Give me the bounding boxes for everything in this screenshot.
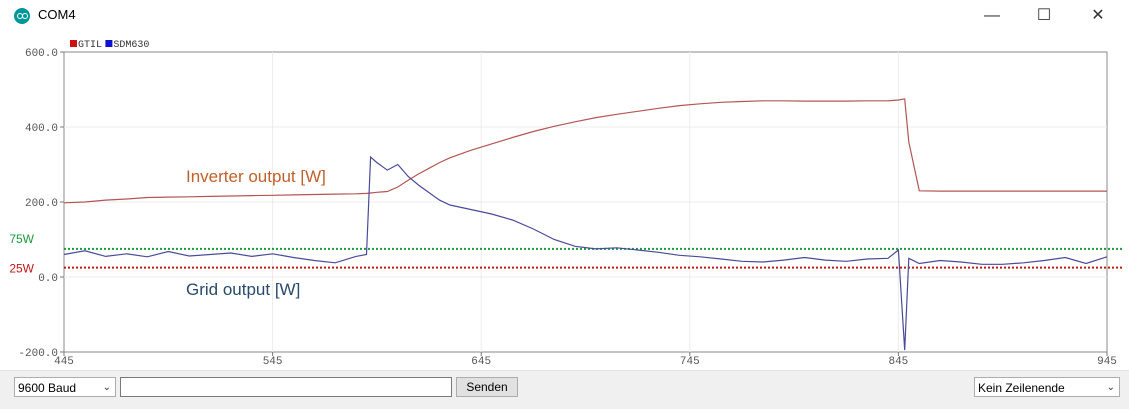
legend-label: GTIL bbox=[78, 40, 102, 51]
series-line-gtil bbox=[63, 98, 1107, 204]
x-tick-label: 745 bbox=[680, 356, 700, 368]
y-tick-label: 600.0 bbox=[25, 48, 58, 60]
x-tick-label: 845 bbox=[888, 356, 908, 368]
chevron-down-icon: ⌄ bbox=[102, 382, 111, 393]
y-tick-label: 400.0 bbox=[25, 123, 58, 135]
chevron-down-icon: ⌄ bbox=[1106, 382, 1115, 393]
title-bar: COM4 — ☐ ✕ bbox=[0, 0, 1129, 32]
y-tick-label: 0.0 bbox=[38, 273, 58, 285]
send-button[interactable]: Senden bbox=[456, 377, 518, 397]
baud-value: 9600 Baud bbox=[18, 381, 77, 395]
legend-swatch bbox=[105, 40, 113, 47]
line-ending-select[interactable]: Kein Zeilenende ⌄ bbox=[974, 377, 1120, 397]
inverter-annotation: Inverter output [W] bbox=[186, 167, 326, 186]
reference-label: 75W bbox=[9, 232, 34, 246]
serial-plotter: 600.0 400.0 200.0 0.0 -200.0 445 545 645 745 845 9… bbox=[0, 32, 1129, 370]
legend-label: SDM630 bbox=[113, 40, 149, 51]
y-tick-label: -200.0 bbox=[18, 348, 58, 360]
x-tick-label: 945 bbox=[1097, 356, 1117, 368]
send-input[interactable] bbox=[120, 377, 452, 397]
window-title: COM4 bbox=[38, 7, 76, 22]
baud-select[interactable]: 9600 Baud ⌄ bbox=[14, 377, 116, 397]
grid-annotation: Grid output [W] bbox=[186, 280, 300, 299]
series-line-sdm630 bbox=[63, 155, 1108, 351]
x-tick-label: 445 bbox=[54, 356, 74, 368]
close-button[interactable]: ✕ bbox=[1091, 7, 1105, 24]
minimize-button[interactable]: — bbox=[984, 7, 1000, 24]
reference-label: 25W bbox=[9, 262, 34, 276]
y-tick-label: 200.0 bbox=[25, 198, 58, 210]
x-tick-label: 545 bbox=[263, 356, 283, 368]
maximize-button[interactable]: ☐ bbox=[1036, 7, 1052, 24]
legend-swatch bbox=[70, 40, 77, 47]
x-tick-label: 645 bbox=[471, 356, 491, 368]
arduino-icon bbox=[14, 8, 30, 24]
line-ending-value: Kein Zeilenende bbox=[978, 381, 1065, 395]
bottom-toolbar: 9600 Baud ⌄ Senden Kein Zeilenende ⌄ bbox=[0, 370, 1129, 409]
